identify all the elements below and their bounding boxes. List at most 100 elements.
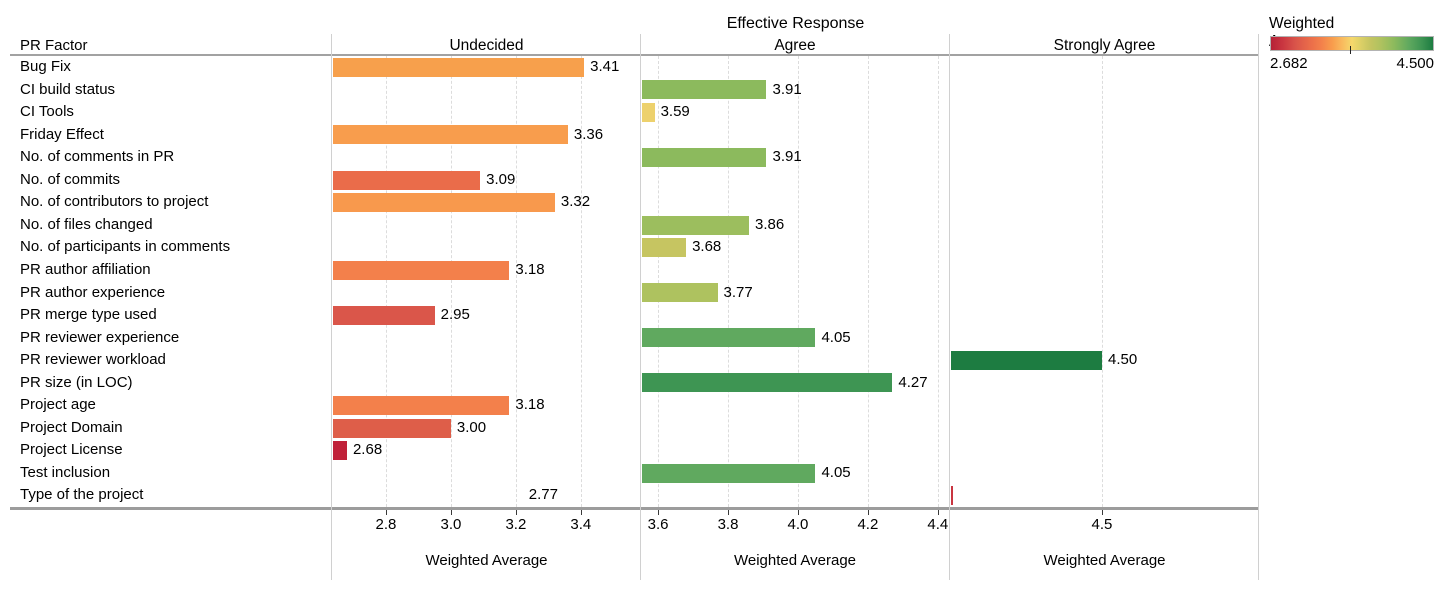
x-tick-label: 3.8 bbox=[717, 516, 739, 533]
header-divider-line bbox=[10, 54, 1258, 56]
legend-max-label: 4.500 bbox=[1396, 55, 1434, 72]
bar-value-label: 3.91 bbox=[772, 80, 802, 98]
bar[interactable] bbox=[642, 238, 687, 258]
x-tick-label: 3.0 bbox=[440, 516, 462, 533]
x-tick-label: 4.2 bbox=[857, 516, 879, 533]
gridline bbox=[580, 56, 582, 507]
facet-header-strongly-agree: Strongly Agree bbox=[1053, 37, 1156, 54]
bar[interactable] bbox=[951, 486, 953, 506]
x-tick-label: 3.2 bbox=[505, 516, 527, 533]
x-tick-label: 3.4 bbox=[570, 516, 592, 533]
x-axis-tick bbox=[385, 510, 387, 515]
bar[interactable] bbox=[333, 305, 435, 325]
row-label: PR merge type used bbox=[20, 306, 157, 324]
bar[interactable] bbox=[642, 102, 655, 122]
row-label: No. of comments in PR bbox=[20, 148, 175, 166]
bar-value-label: 3.18 bbox=[515, 396, 545, 414]
bar-value-label: 3.59 bbox=[660, 103, 690, 121]
bar[interactable] bbox=[333, 396, 510, 416]
pane-border bbox=[640, 34, 641, 580]
row-label: CI build status bbox=[20, 80, 116, 98]
bar-value-label: 2.95 bbox=[440, 306, 470, 324]
x-axis-title: Weighted Average bbox=[733, 552, 857, 569]
bar-value-label: 3.41 bbox=[590, 58, 620, 75]
bar[interactable] bbox=[642, 373, 893, 393]
x-axis-line bbox=[10, 507, 1258, 510]
bar-value-label: 4.05 bbox=[821, 328, 851, 346]
row-label: Bug Fix bbox=[20, 58, 71, 75]
bar-value-label: 4.05 bbox=[821, 463, 851, 481]
legend-gradient-bar[interactable] bbox=[1270, 36, 1434, 51]
legend-tick-mark bbox=[1350, 46, 1351, 54]
gridline bbox=[658, 56, 660, 507]
bar-value-label: 3.91 bbox=[772, 148, 802, 166]
bar-value-label: 4.50 bbox=[1107, 351, 1138, 369]
row-header-label: PR Factor bbox=[20, 37, 88, 54]
bar-value-label: 3.00 bbox=[456, 418, 487, 436]
bar-value-label: 2.68 bbox=[352, 441, 383, 459]
bar[interactable] bbox=[333, 418, 451, 438]
bar[interactable] bbox=[642, 328, 816, 348]
bar[interactable] bbox=[333, 170, 481, 190]
chart-title: Effective Response bbox=[726, 15, 865, 32]
bar-value-label: 3.68 bbox=[692, 238, 722, 256]
bar-value-label: 3.18 bbox=[515, 260, 545, 278]
bar-value-label: 3.36 bbox=[573, 125, 604, 143]
gridline bbox=[867, 56, 869, 507]
row-label: Project age bbox=[20, 396, 96, 414]
gridline bbox=[450, 56, 452, 507]
gridline bbox=[385, 56, 387, 507]
bar-value-label: 3.86 bbox=[755, 215, 785, 233]
bar[interactable] bbox=[333, 57, 585, 77]
x-tick-label: 4.5 bbox=[1091, 516, 1113, 533]
x-tick-label: 4.0 bbox=[787, 516, 809, 533]
bar-value-label: 3.77 bbox=[723, 283, 753, 301]
row-label: PR author experience bbox=[20, 283, 166, 301]
bar[interactable] bbox=[333, 193, 555, 213]
x-axis-title: Weighted Average bbox=[1043, 552, 1166, 569]
row-label: PR reviewer workload bbox=[20, 351, 166, 369]
row-label: No. of commits bbox=[20, 170, 121, 188]
x-axis-tick bbox=[867, 510, 869, 515]
x-tick-label: 3.6 bbox=[647, 516, 669, 533]
x-axis-tick bbox=[728, 510, 730, 515]
bar-value-label: 3.09 bbox=[486, 170, 516, 188]
bar[interactable] bbox=[642, 80, 767, 100]
bar-value-label: 4.27 bbox=[898, 373, 928, 391]
x-axis-tick bbox=[658, 510, 660, 515]
x-axis-tick bbox=[797, 510, 799, 515]
row-label: No. of files changed bbox=[20, 215, 153, 233]
x-axis-title: Weighted Average bbox=[425, 552, 548, 569]
x-axis-tick bbox=[937, 510, 939, 515]
bar[interactable] bbox=[333, 125, 568, 145]
gridline bbox=[797, 56, 799, 507]
bar[interactable] bbox=[642, 463, 816, 483]
x-axis-tick bbox=[580, 510, 582, 515]
pane-border bbox=[331, 34, 332, 580]
bar[interactable] bbox=[642, 147, 767, 167]
bar[interactable] bbox=[333, 260, 510, 280]
gridline bbox=[1101, 56, 1103, 507]
x-axis-tick bbox=[515, 510, 517, 515]
row-label: CI Tools bbox=[20, 103, 74, 121]
row-label: No. of participants in comments bbox=[20, 238, 231, 256]
gridline bbox=[728, 56, 730, 507]
x-axis-tick bbox=[450, 510, 452, 515]
row-label: PR size (in LOC) bbox=[20, 373, 133, 391]
facet-header-undecided: Undecided bbox=[449, 37, 524, 54]
row-label: Project Domain bbox=[20, 418, 123, 436]
row-label: PR author affiliation bbox=[20, 260, 151, 278]
gridline bbox=[937, 56, 939, 507]
bar[interactable] bbox=[951, 350, 1102, 370]
bar[interactable] bbox=[642, 215, 749, 235]
x-axis-tick bbox=[1101, 510, 1103, 515]
row-label: PR reviewer experience bbox=[20, 328, 180, 346]
row-label: Friday Effect bbox=[20, 125, 104, 143]
row-label: No. of contributors to project bbox=[20, 193, 209, 211]
bar[interactable] bbox=[333, 441, 347, 461]
facet-header-agree: Agree bbox=[774, 37, 816, 54]
bar[interactable] bbox=[642, 283, 718, 303]
bar-value-label: 3.32 bbox=[560, 193, 591, 211]
x-tick-label: 4.4 bbox=[927, 516, 949, 533]
